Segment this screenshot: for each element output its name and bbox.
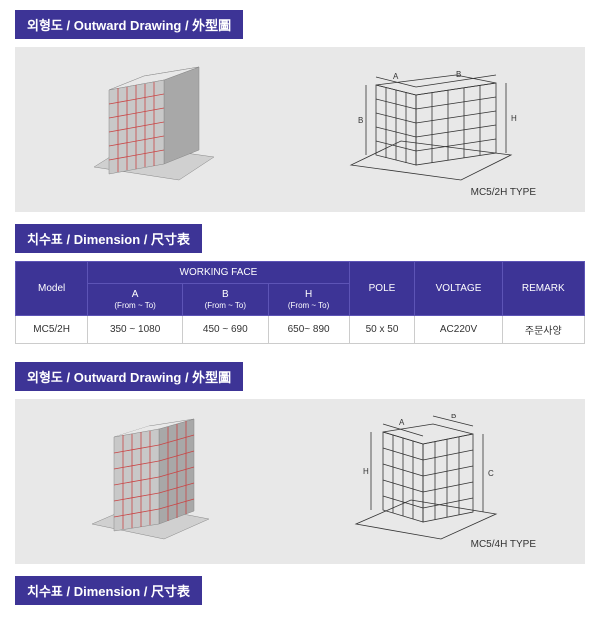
svg-text:B: B	[358, 116, 363, 125]
col-remark: REMARK	[502, 262, 584, 316]
svg-text:H: H	[511, 114, 517, 123]
svg-text:C: C	[488, 469, 494, 478]
col-a: A(From ~ To)	[88, 284, 183, 316]
col-pole: POLE	[349, 262, 415, 316]
col-model: Model	[16, 262, 88, 316]
section2-table-header: 치수표 / Dimension / 尺寸表	[15, 576, 202, 605]
table-row: MC5/2H 350 ~ 1080 450 ~ 690 650~ 890 50 …	[16, 316, 585, 344]
col-voltage: VOLTAGE	[415, 262, 502, 316]
section2-type-label: MC5/4H TYPE	[471, 539, 536, 550]
section1-drawing-panel: A B H B MC5/2H TYPE	[15, 47, 585, 212]
section2-drawing-panel: A B H C MC5/4H TYPE	[15, 399, 585, 564]
svg-text:B: B	[451, 414, 456, 420]
section1-drawing-header: 외형도 / Outward Drawing / 外型圖	[15, 10, 243, 39]
section1-table-header: 치수표 / Dimension / 尺寸表	[15, 224, 202, 253]
col-working-face: WORKING FACE	[88, 262, 349, 284]
svg-text:A: A	[399, 418, 405, 427]
dimension-table: Model WORKING FACE POLE VOLTAGE REMARK A…	[15, 261, 585, 344]
section1-3d-render	[49, 57, 249, 202]
section2-3d-render	[49, 409, 249, 554]
svg-text:B: B	[456, 70, 461, 79]
svg-text:H: H	[363, 467, 369, 476]
col-h: H(From ~ To)	[268, 284, 349, 316]
section1-tech-drawing: A B H B MC5/2H TYPE	[301, 57, 551, 202]
section2-tech-drawing: A B H C MC5/4H TYPE	[301, 409, 551, 554]
section1-type-label: MC5/2H TYPE	[471, 187, 536, 198]
col-b: B(From ~ To)	[183, 284, 269, 316]
svg-text:A: A	[393, 72, 399, 81]
section2-drawing-header: 외형도 / Outward Drawing / 外型圖	[15, 362, 243, 391]
